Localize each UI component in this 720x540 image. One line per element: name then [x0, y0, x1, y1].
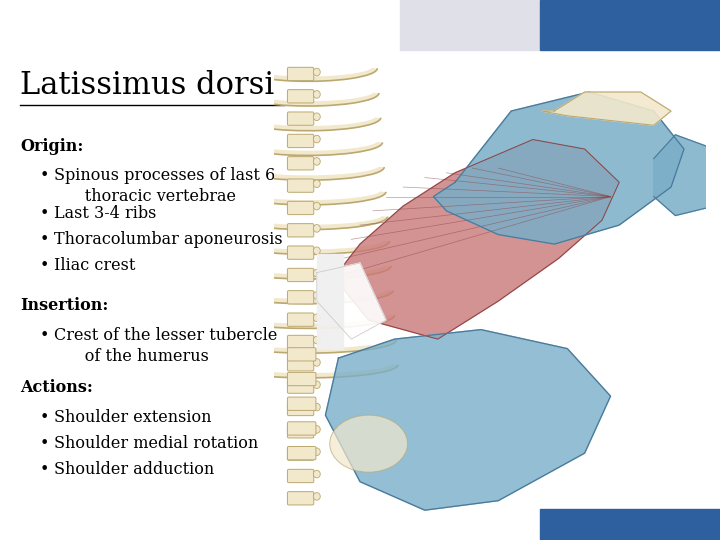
FancyBboxPatch shape — [287, 380, 314, 393]
FancyBboxPatch shape — [287, 112, 314, 125]
Text: Iliac crest: Iliac crest — [54, 257, 135, 274]
Text: •: • — [40, 409, 49, 426]
FancyBboxPatch shape — [287, 157, 314, 170]
Circle shape — [313, 314, 320, 321]
Circle shape — [313, 180, 320, 187]
FancyBboxPatch shape — [287, 447, 316, 460]
Polygon shape — [654, 135, 720, 215]
FancyBboxPatch shape — [287, 335, 314, 349]
Bar — [540, 0, 720, 50]
Ellipse shape — [330, 415, 408, 472]
FancyBboxPatch shape — [287, 397, 316, 410]
Circle shape — [313, 292, 320, 299]
Circle shape — [313, 225, 320, 232]
Text: Insertion:: Insertion: — [20, 297, 109, 314]
FancyBboxPatch shape — [287, 357, 314, 371]
Text: •: • — [40, 167, 49, 184]
Polygon shape — [317, 263, 386, 339]
Circle shape — [313, 448, 320, 456]
Text: Spinous processes of last 6
      thoracic vertebrae: Spinous processes of last 6 thoracic ver… — [54, 167, 275, 205]
FancyBboxPatch shape — [287, 422, 316, 435]
Text: •: • — [40, 231, 49, 248]
Circle shape — [313, 247, 320, 254]
Text: Last 3-4 ribs: Last 3-4 ribs — [54, 205, 156, 222]
Text: Actions:: Actions: — [20, 379, 93, 396]
FancyBboxPatch shape — [287, 469, 314, 483]
Circle shape — [313, 381, 320, 389]
FancyBboxPatch shape — [287, 201, 314, 214]
Text: Crest of the lesser tubercle
      of the humerus: Crest of the lesser tubercle of the hume… — [54, 327, 277, 364]
FancyBboxPatch shape — [287, 224, 314, 237]
Bar — [540, 509, 720, 540]
FancyBboxPatch shape — [287, 447, 314, 460]
FancyBboxPatch shape — [287, 268, 314, 282]
FancyBboxPatch shape — [287, 134, 314, 147]
Polygon shape — [334, 139, 619, 339]
Text: Latissimus dorsi: Latissimus dorsi — [20, 70, 274, 101]
Circle shape — [313, 470, 320, 478]
Circle shape — [313, 68, 320, 76]
Text: •: • — [40, 327, 49, 343]
Circle shape — [313, 135, 320, 143]
FancyBboxPatch shape — [287, 179, 314, 192]
Text: Shoulder medial rotation: Shoulder medial rotation — [54, 435, 258, 451]
Circle shape — [313, 91, 320, 98]
Text: •: • — [40, 205, 49, 222]
Circle shape — [313, 202, 320, 210]
Circle shape — [313, 336, 320, 344]
Polygon shape — [325, 329, 611, 510]
FancyBboxPatch shape — [287, 246, 314, 259]
FancyBboxPatch shape — [287, 402, 314, 416]
Circle shape — [313, 158, 320, 165]
Circle shape — [313, 269, 320, 277]
FancyBboxPatch shape — [287, 373, 316, 386]
FancyBboxPatch shape — [287, 424, 314, 438]
FancyBboxPatch shape — [287, 348, 316, 361]
Text: Shoulder adduction: Shoulder adduction — [54, 461, 215, 477]
Circle shape — [313, 403, 320, 411]
Bar — [400, 0, 540, 50]
Polygon shape — [541, 92, 671, 125]
FancyBboxPatch shape — [287, 291, 314, 304]
FancyBboxPatch shape — [287, 90, 314, 103]
FancyBboxPatch shape — [287, 491, 314, 505]
FancyBboxPatch shape — [287, 313, 314, 326]
Text: Shoulder extension: Shoulder extension — [54, 409, 212, 426]
Text: •: • — [40, 461, 49, 477]
Circle shape — [313, 492, 320, 500]
Circle shape — [313, 359, 320, 366]
Polygon shape — [433, 92, 684, 244]
Polygon shape — [317, 254, 343, 349]
Circle shape — [313, 113, 320, 120]
FancyBboxPatch shape — [287, 68, 314, 80]
Text: Origin:: Origin: — [20, 138, 84, 154]
Text: Thoracolumbar aponeurosis: Thoracolumbar aponeurosis — [54, 231, 283, 248]
Circle shape — [313, 426, 320, 433]
Text: •: • — [40, 435, 49, 451]
Text: •: • — [40, 257, 49, 274]
